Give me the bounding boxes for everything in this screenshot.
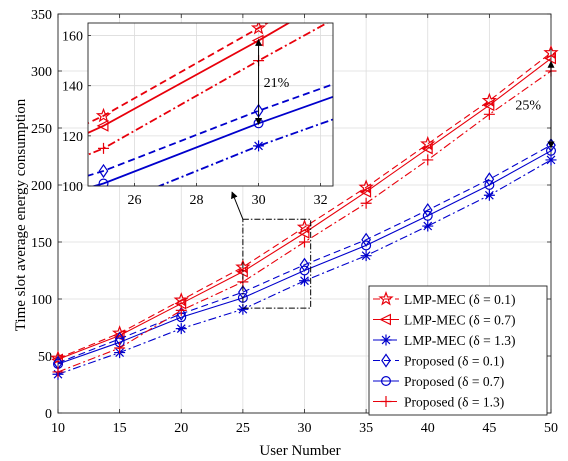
data-point xyxy=(422,154,434,166)
legend-label: Proposed (δ = 0.7) xyxy=(404,374,504,389)
y-tick-label: 250 xyxy=(31,122,52,137)
inset-data-point xyxy=(98,142,110,154)
data-point xyxy=(359,185,372,198)
y-tick-label: 350 xyxy=(31,8,52,23)
inset-y-tick-label: 140 xyxy=(62,80,83,95)
x-tick-label: 25 xyxy=(236,421,250,436)
data-point xyxy=(299,275,310,287)
legend-marker xyxy=(381,353,391,368)
inset-y-tick-label: 120 xyxy=(62,130,83,145)
main-annotation: 25% xyxy=(242,60,555,309)
zoom-arrow xyxy=(231,191,244,220)
x-tick-label: 20 xyxy=(174,421,188,436)
zoom-region xyxy=(242,218,312,309)
inset-data-point xyxy=(98,163,109,179)
data-point xyxy=(481,92,498,108)
x-tick-label: 35 xyxy=(359,421,373,436)
data-point xyxy=(482,99,495,112)
legend-entry: LMP-MEC (δ = 0.1) xyxy=(373,290,515,307)
legend-entry: LMP-MEC (δ = 1.3) xyxy=(373,333,515,348)
inset-x-tick-label: 32 xyxy=(314,193,328,208)
data-point xyxy=(52,366,64,378)
inset-x-tick-label: 28 xyxy=(190,193,204,208)
inset-background xyxy=(88,23,333,186)
legend: LMP-MEC (δ = 0.1) LMP-MEC (δ = 0.7) LMP-ME… xyxy=(368,285,548,416)
inset-data-point xyxy=(253,140,265,152)
inset-chart: 26 28 30 32 100 120 140 160 21% xyxy=(62,22,334,220)
legend-entry: Proposed (δ = 0.1) xyxy=(373,353,504,369)
inset-annotation-label: 21% xyxy=(264,76,290,91)
inset-y-tick-label: 100 xyxy=(62,180,83,195)
x-tick-label: 50 xyxy=(544,421,558,436)
inset-data-point xyxy=(96,119,109,132)
data-point xyxy=(483,108,495,120)
inset-data-point xyxy=(95,107,112,123)
x-tick-label: 30 xyxy=(298,421,312,436)
legend-box xyxy=(368,285,548,416)
legend-entry: LMP-MEC (δ = 0.7) xyxy=(373,313,515,328)
y-tick-label: 150 xyxy=(31,236,52,251)
y-tick-label: 100 xyxy=(31,293,52,308)
data-point xyxy=(299,236,310,248)
y-tick-label: 300 xyxy=(31,65,52,80)
data-point xyxy=(299,265,310,276)
legend-marker xyxy=(381,376,392,387)
data-point xyxy=(114,342,126,354)
data-point xyxy=(361,240,372,251)
x-tick-label: 10 xyxy=(51,421,65,436)
data-point xyxy=(236,265,248,278)
series-line xyxy=(57,144,552,364)
data-point xyxy=(545,154,557,166)
series-line xyxy=(57,150,552,365)
data-point xyxy=(358,179,374,194)
inset-y-tick-label: 160 xyxy=(62,30,83,45)
inset-series-0 xyxy=(88,23,270,125)
legend-label: LMP-MEC (δ = 1.3) xyxy=(404,333,515,348)
series-line xyxy=(57,58,552,360)
x-axis-label: User Number xyxy=(259,443,340,459)
x-tick-label: 40 xyxy=(421,421,435,436)
inset-data-point xyxy=(98,178,109,186)
legend-entry: Proposed (δ = 0.7) xyxy=(373,374,504,389)
legend-marker xyxy=(380,396,392,407)
y-tick-label: 200 xyxy=(31,179,52,194)
inset-frame xyxy=(87,22,334,187)
inset-series-line xyxy=(88,23,270,125)
data-point xyxy=(237,303,249,315)
data-point xyxy=(235,259,251,274)
data-point xyxy=(420,142,433,155)
data-point xyxy=(422,210,433,221)
series-line xyxy=(57,52,552,359)
y-tick-label: 0 xyxy=(45,407,52,422)
data-point xyxy=(420,135,436,151)
main-axes: 10 15 20 25 30 35 40 45 50 0 50 100 150 200 250 300 350 xyxy=(31,8,558,436)
legend-marker xyxy=(380,334,392,346)
annotation-label: 25% xyxy=(515,99,541,114)
inset-series-2 xyxy=(156,118,333,186)
data-point xyxy=(175,304,187,316)
x-tick-label: 45 xyxy=(482,421,496,436)
data-point xyxy=(175,323,187,335)
inset-x-tick-label: 30 xyxy=(252,193,266,208)
legend-label: LMP-MEC (δ = 0.1) xyxy=(404,292,515,307)
data-point xyxy=(360,197,372,209)
inset-data-point xyxy=(250,23,267,35)
legend-marker xyxy=(378,290,394,306)
y-axis-label: Time slot average energy consumption xyxy=(13,98,29,331)
data-point xyxy=(483,189,495,201)
legend-label: Proposed (δ = 0.1) xyxy=(404,354,504,369)
inset-x-tick-label: 26 xyxy=(128,193,142,208)
data-point xyxy=(484,180,495,191)
legend-marker xyxy=(379,313,391,326)
y-tick-label: 50 xyxy=(38,350,52,365)
data-point xyxy=(297,226,310,239)
x-tick-label: 15 xyxy=(113,421,127,436)
legend-entry: Proposed (δ = 1.3) xyxy=(373,395,504,410)
legend-label: Proposed (δ = 1.3) xyxy=(404,395,504,410)
series-5 xyxy=(52,65,557,378)
data-point xyxy=(360,250,372,262)
data-point xyxy=(422,220,434,232)
legend-label: LMP-MEC (δ = 0.7) xyxy=(404,313,515,328)
